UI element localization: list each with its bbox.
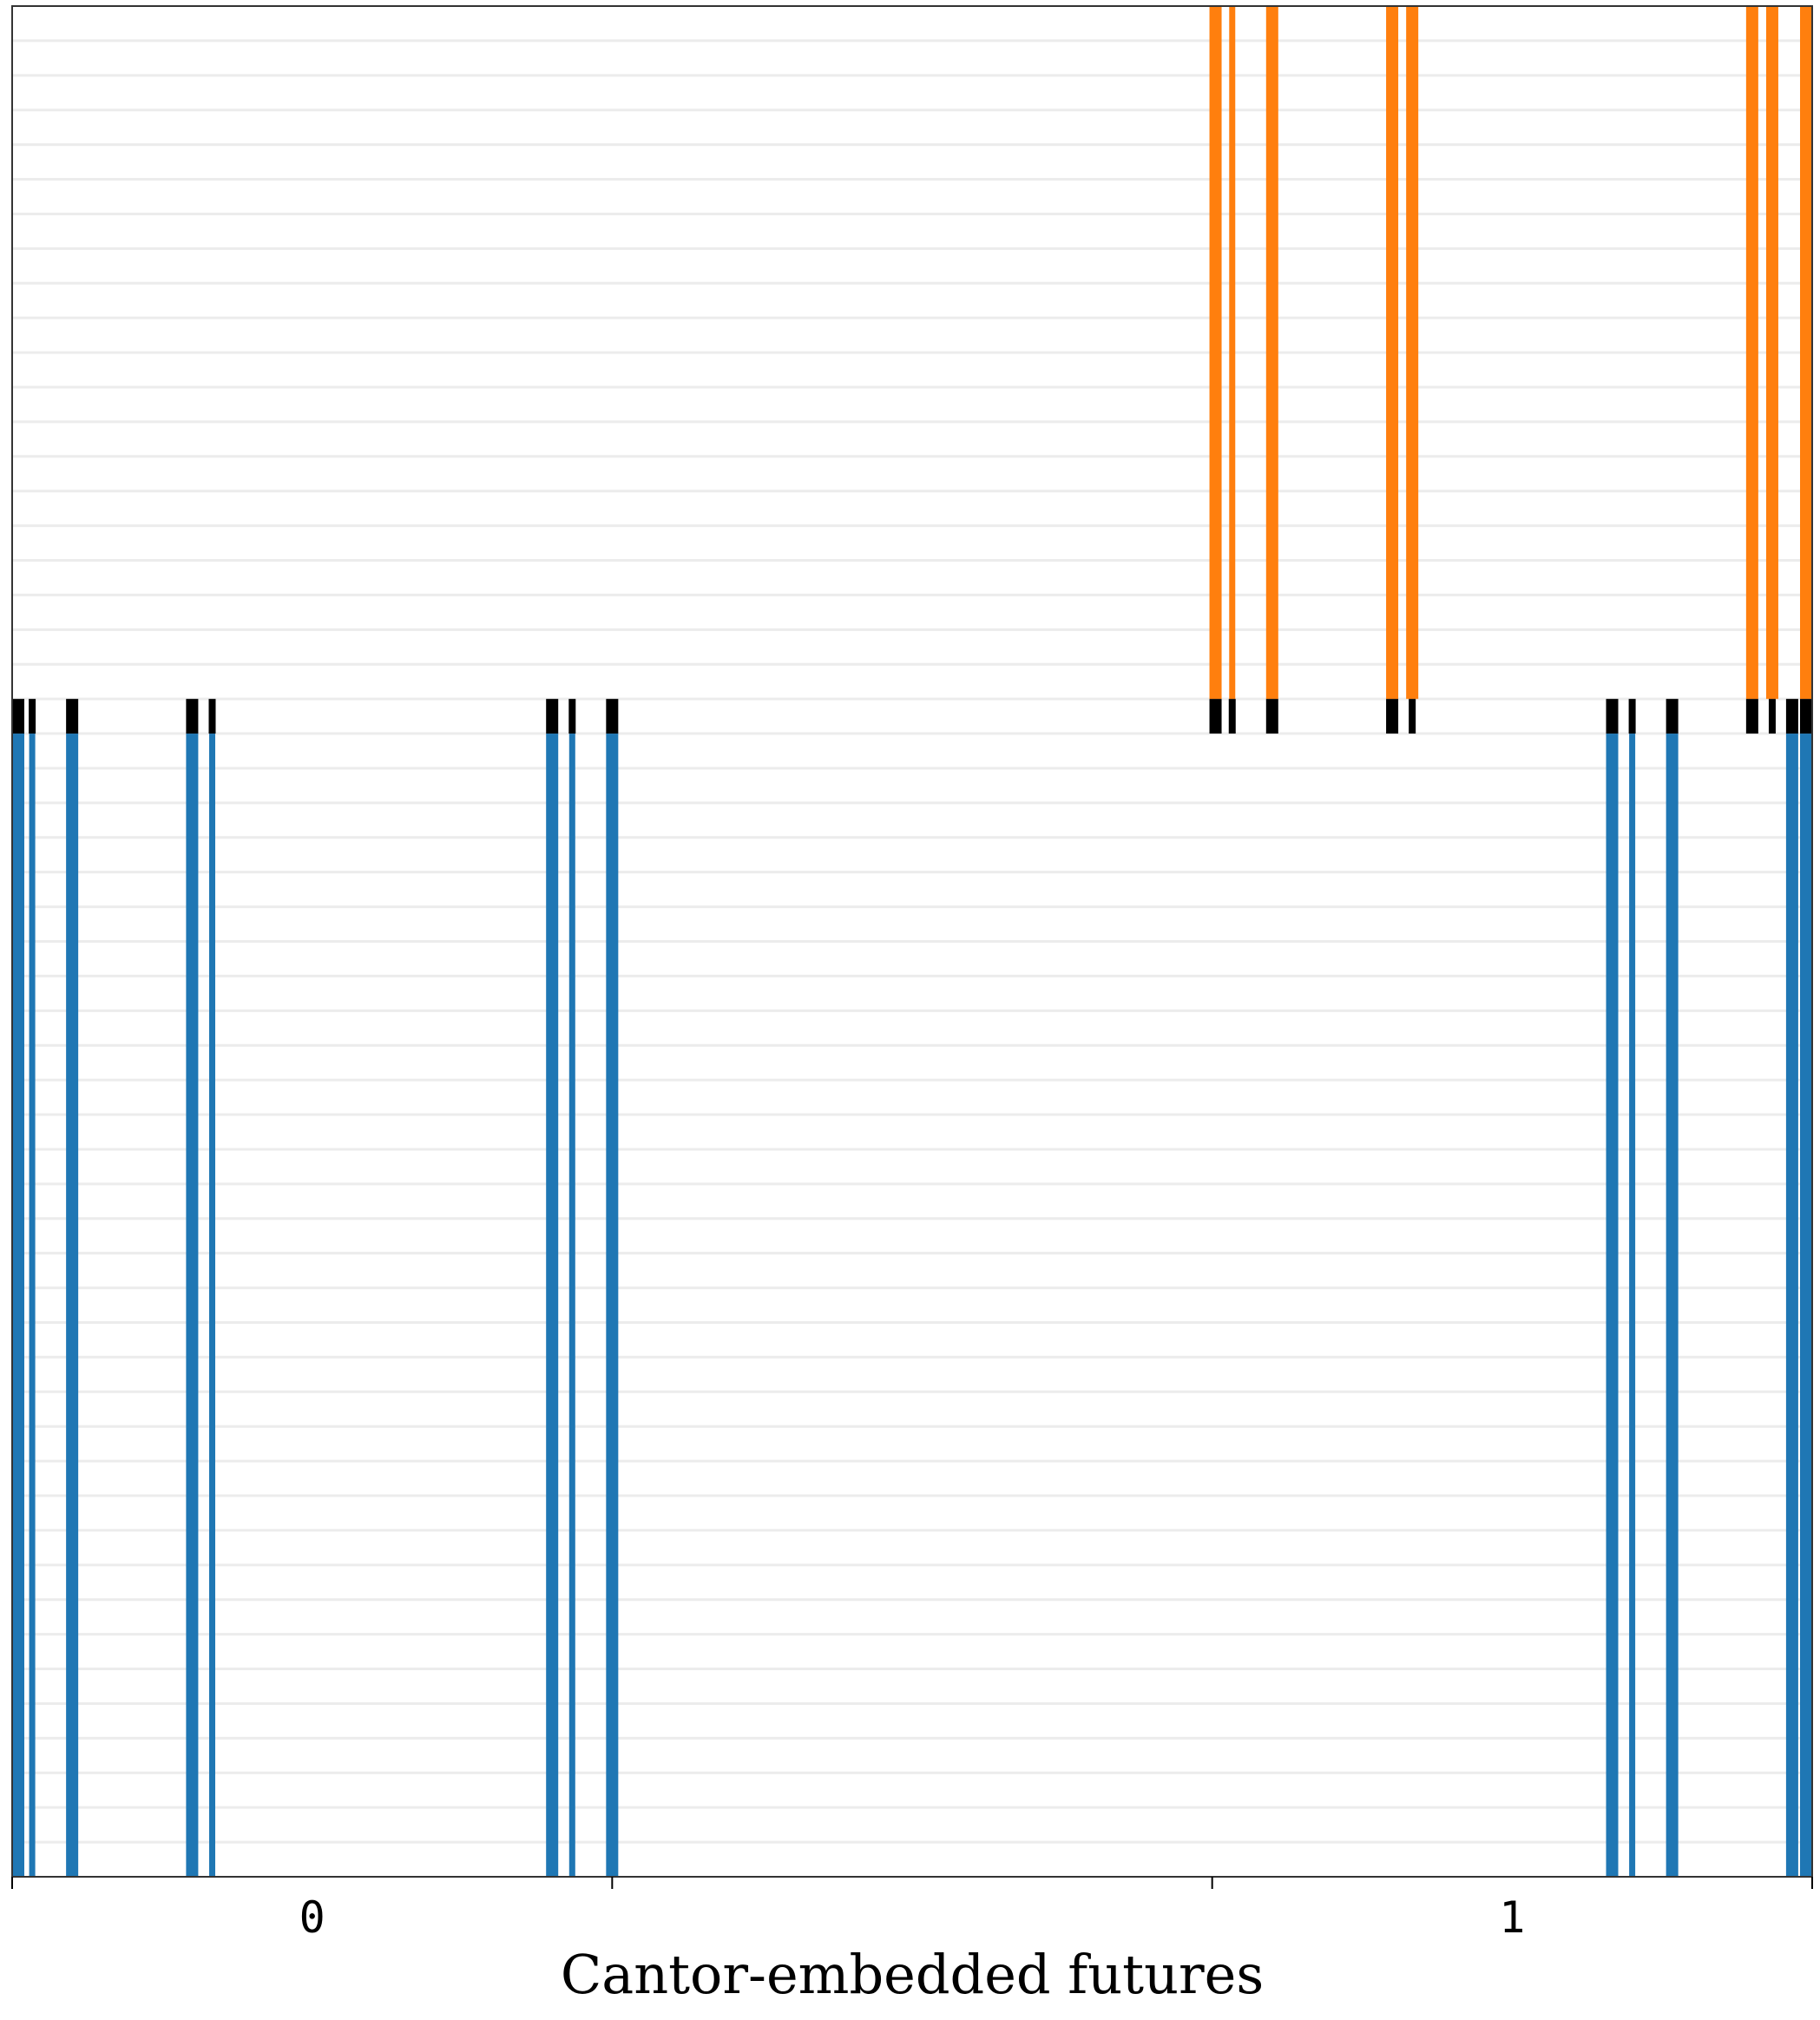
baseline-marker	[606, 699, 619, 734]
plot-frame	[11, 5, 1813, 1878]
baseline-marker	[1800, 699, 1812, 734]
orange-stroke	[1406, 6, 1419, 700]
baseline-marker	[1785, 699, 1798, 734]
baseline-marker	[1666, 699, 1679, 734]
baseline-marker	[1209, 699, 1222, 734]
baseline-marker	[12, 699, 24, 734]
baseline-marker	[1628, 699, 1636, 734]
baseline-marker	[1606, 699, 1619, 734]
orange-stroke	[1765, 6, 1778, 700]
baseline-markers	[12, 699, 1812, 734]
baseline-marker	[208, 699, 216, 734]
baseline-marker	[1386, 699, 1399, 734]
horizontal-gridlines	[12, 39, 1812, 1844]
baseline-marker	[568, 699, 576, 734]
blue-stroke	[29, 734, 36, 1877]
blue-stroke	[606, 734, 619, 1877]
orange-stroke	[1800, 6, 1812, 700]
x-tick-label: 0	[299, 1892, 325, 1943]
baseline-marker	[1228, 699, 1236, 734]
orange-stroke	[1229, 6, 1236, 700]
baseline-marker	[1265, 699, 1278, 734]
upper-series-strokes	[1209, 6, 1812, 700]
blue-stroke	[12, 734, 24, 1877]
baseline-marker	[546, 699, 559, 734]
orange-stroke	[1386, 6, 1399, 700]
baseline-marker	[186, 699, 199, 734]
x-tick-label: 1	[1499, 1892, 1525, 1943]
blue-stroke	[186, 734, 199, 1877]
baseline-marker	[29, 699, 36, 734]
orange-stroke	[1209, 6, 1222, 700]
blue-stroke	[1606, 734, 1619, 1877]
x-axis-ticks	[11, 1877, 1813, 1889]
x-axis-label: Cantor-embedded futures	[561, 1943, 1264, 2006]
blue-stroke	[1629, 734, 1636, 1877]
orange-stroke	[1745, 6, 1758, 700]
baseline-marker	[1768, 699, 1776, 734]
blue-stroke	[66, 734, 79, 1877]
blue-stroke	[1666, 734, 1679, 1877]
orange-stroke	[1265, 6, 1278, 700]
blue-stroke	[568, 734, 575, 1877]
blue-stroke	[1800, 734, 1812, 1877]
blue-stroke	[546, 734, 559, 1877]
baseline-marker	[1409, 699, 1416, 734]
blue-stroke	[1785, 734, 1798, 1877]
baseline-marker	[1745, 699, 1758, 734]
lower-series-strokes	[12, 734, 1812, 1877]
baseline-marker	[66, 699, 79, 734]
blue-stroke	[208, 734, 215, 1877]
